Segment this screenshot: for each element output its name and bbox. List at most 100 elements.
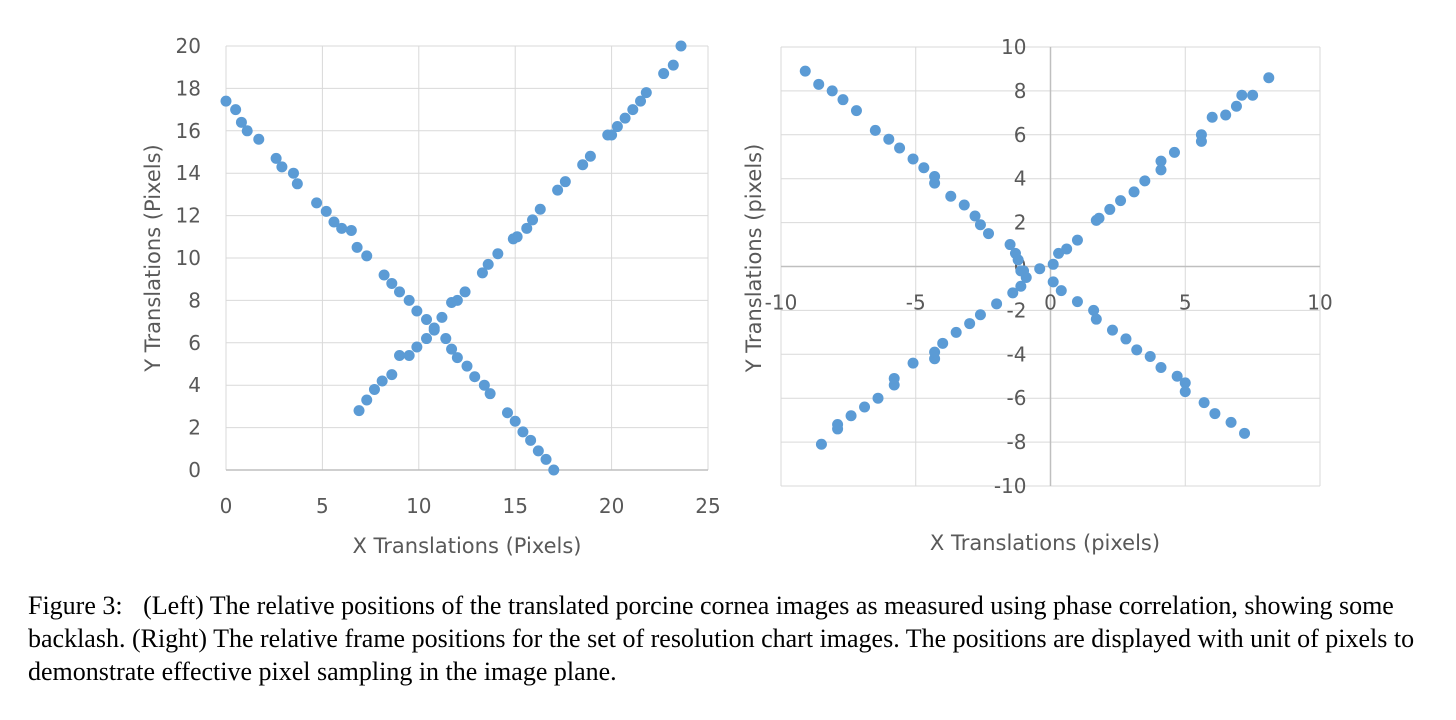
right-series-1-point-28 <box>1139 175 1151 187</box>
right-series-0-point-31 <box>1144 350 1156 362</box>
left-series-1-point-35 <box>675 40 687 52</box>
right-y-tick-label-0: -10 <box>994 474 1027 498</box>
right-series-0-point-17 <box>1004 239 1016 251</box>
left-series-1-point-6 <box>403 350 415 362</box>
left-series-1-point-4 <box>386 369 398 381</box>
right-series-0-point-32 <box>1155 361 1167 373</box>
right-series-0-point-39 <box>1239 427 1251 439</box>
right-series-0-point-2 <box>826 85 838 97</box>
left-series-1-point-22 <box>552 184 564 196</box>
left-data-points <box>220 40 687 476</box>
left-series-0-point-26 <box>461 360 473 372</box>
left-series-1-point-23 <box>559 176 571 188</box>
left-series-0-point-19 <box>403 294 415 306</box>
right-series-1-point-21 <box>1061 243 1073 255</box>
right-series-1-point-24 <box>1093 212 1105 224</box>
left-series-0-point-33 <box>525 434 537 446</box>
left-series-1-point-13 <box>459 286 471 298</box>
right-series-1-point-18 <box>1015 265 1027 277</box>
left-y-tick-label-4: 8 <box>188 288 201 312</box>
right-series-1-point-11 <box>937 337 949 349</box>
right-series-1-point-22 <box>1071 234 1083 246</box>
figure-caption: Figure 3: (Left) The relative positions … <box>28 589 1438 688</box>
left-series-0-point-23 <box>440 333 452 345</box>
left-y-tick-label-6: 12 <box>176 204 201 228</box>
right-series-0-point-1 <box>813 78 825 90</box>
right-y-tick-label-1: -8 <box>1007 430 1027 454</box>
left-gridlines <box>225 45 709 471</box>
right-series-1-point-14 <box>974 309 986 321</box>
right-series-0-point-26 <box>1088 304 1100 316</box>
left-series-1-point-18 <box>511 231 523 243</box>
left-series-0-point-5 <box>270 152 282 164</box>
right-series-1-point-20 <box>1053 247 1065 259</box>
left-series-1-point-2 <box>368 383 380 395</box>
right-series-1-point-29 <box>1155 164 1167 176</box>
right-series-0-point-5 <box>869 124 881 136</box>
left-x-tick-label-3: 15 <box>502 494 527 518</box>
right-x-axis-title: X Translations (pixels) <box>930 531 1160 555</box>
left-series-0-point-6 <box>276 161 288 173</box>
left-series-0-point-28 <box>478 379 490 391</box>
left-series-1-point-8 <box>421 333 433 345</box>
right-series-0-point-38 <box>1225 416 1237 428</box>
left-series-0-point-16 <box>378 269 390 281</box>
left-series-0-point-35 <box>540 453 552 465</box>
right-y-tick-label-3: -4 <box>1007 342 1027 366</box>
right-series-0-point-29 <box>1120 333 1132 345</box>
right-series-1-point-37 <box>1236 89 1248 101</box>
left-series-0-point-3 <box>241 125 253 137</box>
right-y-tick-label-10: 10 <box>1001 35 1026 59</box>
right-series-0-point-14 <box>969 210 981 222</box>
left-series-0-point-12 <box>336 222 348 234</box>
left-series-0-point-2 <box>235 116 247 128</box>
right-x-tick-label-0: -10 <box>765 291 798 315</box>
right-series-0-point-8 <box>907 153 919 165</box>
right-series-0-point-24 <box>1055 285 1067 297</box>
left-series-1-point-29 <box>619 112 631 124</box>
right-series-0-point-19 <box>1012 254 1024 266</box>
right-series-1-point-5 <box>872 392 884 404</box>
right-series-0-point-7 <box>894 142 906 154</box>
right-y-tick-label-8: 6 <box>1014 123 1027 147</box>
left-series-1-point-5 <box>394 350 406 362</box>
left-series-1-point-16 <box>492 248 504 260</box>
left-series-0-point-24 <box>446 343 458 355</box>
left-series-1-point-30 <box>627 104 639 116</box>
left-series-1-point-32 <box>640 87 652 99</box>
right-series-0-point-3 <box>837 94 849 106</box>
left-series-1-point-21 <box>534 203 546 215</box>
right-series-0-point-33 <box>1171 370 1183 382</box>
right-data-points <box>799 65 1275 450</box>
right-series-1-point-3 <box>845 410 857 422</box>
right-series-1-point-15 <box>991 298 1003 310</box>
right-y-tick-label-4: -2 <box>1007 298 1027 322</box>
right-series-0-point-36 <box>1198 397 1210 409</box>
left-series-0-point-36 <box>548 464 560 476</box>
right-series-1-point-4 <box>859 401 871 413</box>
caption-text: (Left) The relative positions of the tra… <box>28 591 1415 686</box>
left-series-0-point-10 <box>320 205 332 217</box>
left-y-tick-label-0: 0 <box>188 458 201 482</box>
right-series-1-point-8 <box>907 357 919 369</box>
left-y-tick-label-8: 16 <box>176 119 201 143</box>
right-series-0-point-37 <box>1209 408 1221 420</box>
left-series-0-point-30 <box>501 407 513 419</box>
right-x-tick-label-1: -5 <box>906 291 926 315</box>
right-series-0-point-27 <box>1090 313 1102 325</box>
right-series-1-point-10 <box>929 346 941 358</box>
right-series-1-point-30 <box>1155 155 1167 167</box>
left-series-1-point-0 <box>353 405 365 417</box>
left-series-0-point-17 <box>386 277 398 289</box>
right-series-1-point-35 <box>1220 109 1232 121</box>
left-series-1-point-25 <box>584 150 596 162</box>
right-series-1-point-31 <box>1168 146 1180 158</box>
left-series-0-point-4 <box>253 133 265 145</box>
right-series-1-point-17 <box>1015 280 1027 292</box>
left-series-0-point-21 <box>421 313 433 325</box>
right-x-tick-label-3: 5 <box>1179 291 1192 315</box>
left-series-1-point-14 <box>476 267 488 279</box>
right-series-0-point-12 <box>945 190 957 202</box>
